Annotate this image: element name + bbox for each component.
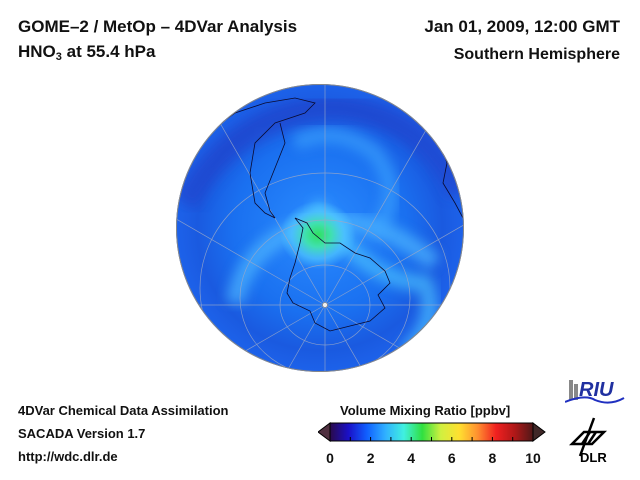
colorbar-tick-label: 2 xyxy=(366,450,375,466)
south-america-coast xyxy=(220,97,316,219)
high-band-3 xyxy=(291,127,398,238)
colorbar-over-arrow xyxy=(532,422,546,442)
meridian-line xyxy=(288,304,326,369)
riu-tower-icon xyxy=(574,384,578,400)
antarctica-coast xyxy=(286,217,391,332)
footer-url-link[interactable]: http://wdc.dlr.de xyxy=(18,449,118,464)
south-pole-marker xyxy=(322,302,328,308)
colorbar-tick-label: 4 xyxy=(407,450,416,466)
colorbar xyxy=(318,422,546,442)
pressure-level: at 55.4 hPa xyxy=(61,42,156,61)
dlr-logo: DLR xyxy=(568,417,608,465)
footer-system-name: 4DVar Chemical Data Assimilation xyxy=(18,403,229,418)
colorbar-title: Volume Mixing Ratio [ppbv] xyxy=(340,403,511,418)
riu-wave-icon xyxy=(565,396,625,404)
species-level-label: HNO3 at 55.4 hPa xyxy=(18,42,156,63)
globe-rim xyxy=(176,84,464,372)
map-title: GOME–2 / MetOp – 4DVar Analysis xyxy=(18,17,298,36)
dlr-logo-text: DLR xyxy=(580,450,607,465)
colorbar-tick-label: 0 xyxy=(326,450,334,466)
hno3-maximum xyxy=(280,201,356,269)
riu-logo-text: RIU xyxy=(579,379,614,401)
colorbar-under-arrow xyxy=(318,422,331,442)
graticule xyxy=(176,84,464,372)
species-name: HNO xyxy=(18,42,56,61)
meridian-line xyxy=(176,218,326,306)
datetime-label: Jan 01, 2009, 12:00 GMT xyxy=(424,17,620,36)
colorbar-tick-label: 8 xyxy=(488,450,497,466)
meridian-line xyxy=(324,304,400,349)
species-subscript: 3 xyxy=(55,51,62,63)
meridian-line xyxy=(324,130,427,306)
meridian-line xyxy=(324,304,361,367)
low-band xyxy=(176,94,464,210)
meridian-line xyxy=(324,224,464,306)
riu-tower-icon xyxy=(569,380,573,400)
colorbar-tick-label: 6 xyxy=(447,450,456,466)
field-overlay xyxy=(176,94,464,360)
dlr-emblem-icon xyxy=(568,417,608,457)
globe-map xyxy=(176,84,464,372)
colorbar-tick-label: 10 xyxy=(525,450,541,466)
meridian-line xyxy=(245,304,326,352)
region-label: Southern Hemisphere xyxy=(453,46,620,63)
riu-logo: RIU xyxy=(565,379,625,404)
footer-version: SACADA Version 1.7 xyxy=(18,426,146,441)
